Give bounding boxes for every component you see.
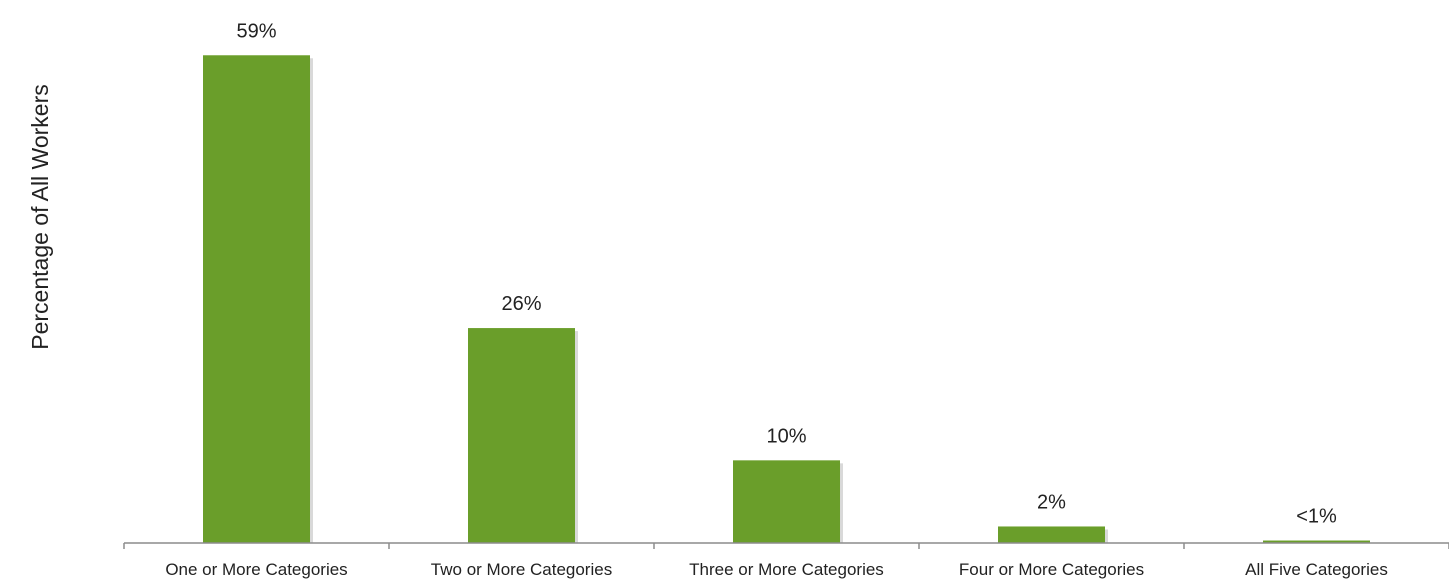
bars-group	[203, 55, 1370, 544]
x-tick-label: Two or More Categories	[431, 560, 612, 579]
y-axis-label: Percentage of All Workers	[27, 84, 53, 349]
bar	[468, 328, 575, 543]
bar-data-label: 2%	[1037, 491, 1066, 513]
bar-data-label: <1%	[1296, 506, 1337, 528]
x-tick-label: One or More Categories	[165, 560, 347, 579]
bar	[733, 460, 840, 543]
bar	[203, 55, 310, 544]
bar-data-label: 26%	[501, 293, 541, 315]
bar	[998, 526, 1105, 543]
x-tick-label: Three or More Categories	[689, 560, 884, 579]
data-labels-group: 59% 26% 10% 2% <1%	[236, 20, 1337, 527]
x-tick-label: Four or More Categories	[959, 560, 1144, 579]
x-tick-label: All Five Categories	[1245, 560, 1388, 579]
bar-data-label: 59%	[236, 20, 276, 42]
bar-data-label: 10%	[766, 425, 806, 447]
x-tick-labels-group: One or More Categories Two or More Catego…	[165, 560, 1388, 579]
bar	[1263, 540, 1370, 543]
x-axis	[123, 542, 1449, 549]
